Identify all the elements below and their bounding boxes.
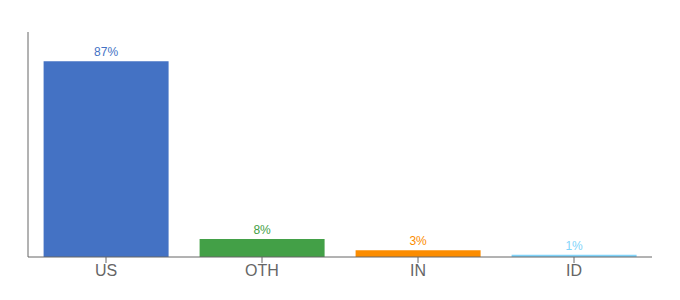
svg-text:8%: 8% <box>253 223 271 237</box>
svg-text:ID: ID <box>566 262 582 279</box>
svg-text:US: US <box>95 262 117 279</box>
svg-text:87%: 87% <box>94 45 118 59</box>
svg-text:3%: 3% <box>409 234 427 248</box>
svg-text:1%: 1% <box>565 239 583 253</box>
svg-text:OTH: OTH <box>245 262 279 279</box>
svg-text:IN: IN <box>410 262 426 279</box>
